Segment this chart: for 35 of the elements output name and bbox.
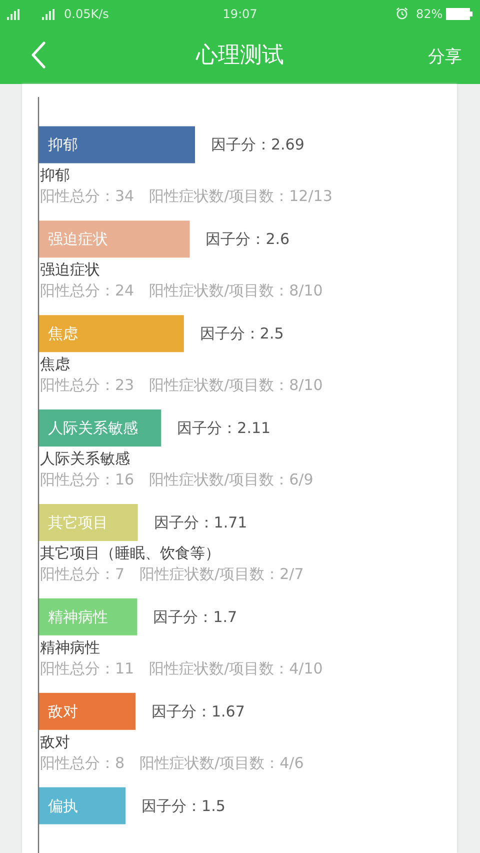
annotation: 阳性总分：24 阳性症状数/项目数：8/10 [40,282,323,300]
data-label: 因子分：2.5 [200,324,284,343]
data-label: 因子分：2.6 [206,230,290,248]
annotation: 阳性总分：8 阳性症状数/项目数：4/6 [40,754,304,772]
text: 19:07 [222,7,258,21]
y-tick-label: 焦虑 [48,324,78,343]
data-label: 因子分：1.7 [153,608,238,626]
text: 分享 [428,46,462,68]
data-label: 因子分：2.11 [177,419,271,438]
annotation: 阳性总分：7 阳性症状数/项目数：2/7 [40,564,304,583]
bar [38,220,190,258]
data-label: 因子分：1.71 [154,513,248,532]
bar [38,692,136,730]
annotation: 阳性总分：23 阳性症状数/项目数：8/10 [40,376,323,394]
y-tick-label: 抑郁 [48,136,78,154]
y-tick-label: 人际关系敏感 [48,419,138,438]
y-tick-label: 其它项目 [48,513,108,532]
y-tick-label: 强迫症状 [48,230,108,248]
annotation: 阳性总分：11 阳性症状数/项目数：4/10 [40,659,323,678]
y-tick-label: 偏执 [48,796,78,815]
annotation: 其它项目（睡眠、饮食等） [40,544,220,562]
bar [38,504,138,541]
annotation: 阳性总分：34 阳性症状数/项目数：12/13 [40,187,332,206]
annotation: 阳性总分：16 阳性症状数/项目数：6/9 [40,470,314,489]
bar [38,315,184,352]
text: 0.05K/s [64,7,109,21]
bar [38,787,126,824]
bar [38,126,195,164]
data-label: 因子分：1.5 [142,796,226,815]
text: 心理测试 [196,43,284,69]
y-tick-label: 精神病性 [48,608,108,626]
y-tick-label: 敌对 [48,702,78,720]
data-label: 因子分：1.67 [151,702,245,720]
text: 82% [416,7,443,21]
data-label: 因子分：2.69 [211,136,304,154]
